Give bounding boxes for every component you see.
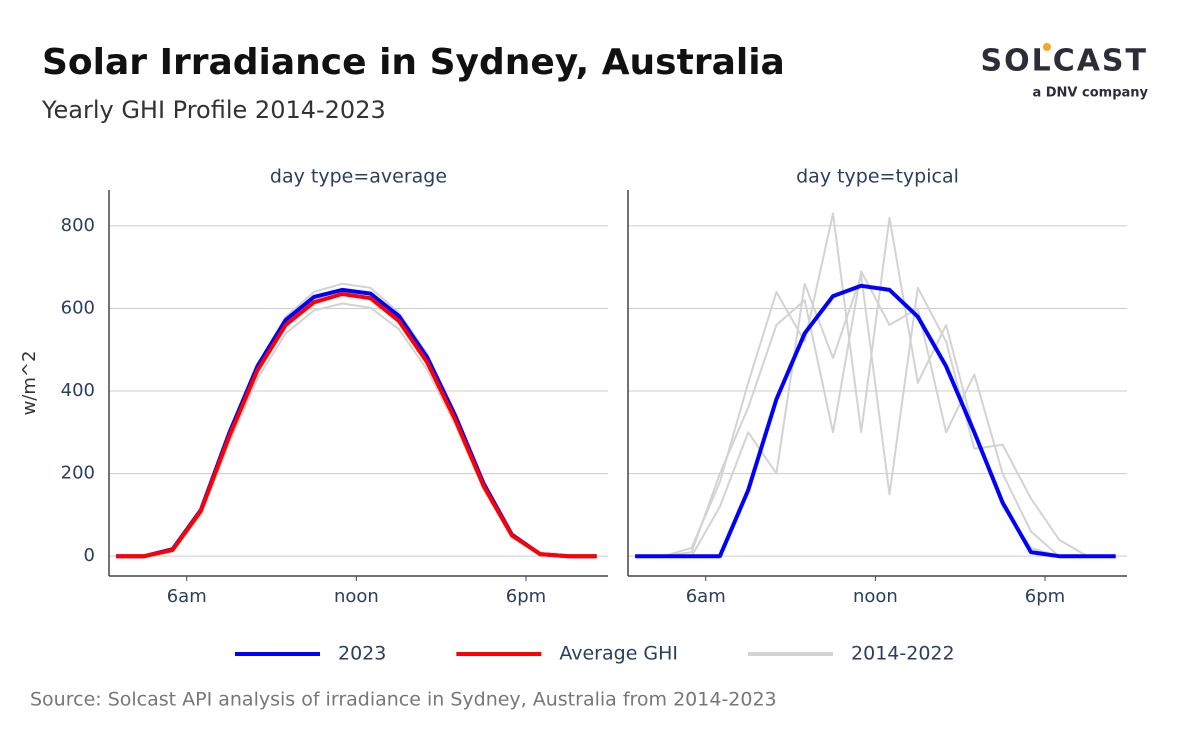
chart-subtitle: Yearly GHI Profile 2014-2023 <box>41 96 386 124</box>
legend-label: 2023 <box>338 643 386 665</box>
y-tick-label: 400 <box>61 380 95 401</box>
y-tick-label: 200 <box>61 463 95 484</box>
legend-label: 2014-2022 <box>851 643 955 665</box>
data-line <box>116 288 597 558</box>
x-tick-label: 6pm <box>1025 586 1065 607</box>
y-tick-label: 600 <box>61 297 95 318</box>
data-line <box>116 302 597 558</box>
x-tick-label: 6pm <box>506 586 546 607</box>
data-line <box>116 292 597 559</box>
data-line <box>635 283 1116 559</box>
logo-tagline: a DNV company <box>1032 86 1148 101</box>
data-line <box>116 282 597 558</box>
y-tick-label: 800 <box>61 215 95 236</box>
x-tick-label: 6am <box>167 586 207 607</box>
data-line <box>635 274 1116 558</box>
data-line <box>635 270 1116 558</box>
source-note: Source: Solcast API analysis of irradian… <box>30 689 777 711</box>
x-tick-label: noon <box>334 586 379 607</box>
facet-title: day type=typical <box>796 166 959 188</box>
data-line <box>635 212 1116 558</box>
legend-label: Average GHI <box>559 643 678 665</box>
x-tick-label: noon <box>853 586 898 607</box>
logo: SOLCAST <box>980 44 1148 79</box>
y-tick-label: 0 <box>84 545 95 566</box>
data-line <box>116 287 597 559</box>
chart-title: Solar Irradiance in Sydney, Australia <box>42 42 785 83</box>
facet-title: day type=average <box>270 166 447 188</box>
logo-sun <box>1043 43 1051 51</box>
x-tick-label: 6am <box>686 586 726 607</box>
y-axis-label: w/m^2 <box>19 351 40 416</box>
